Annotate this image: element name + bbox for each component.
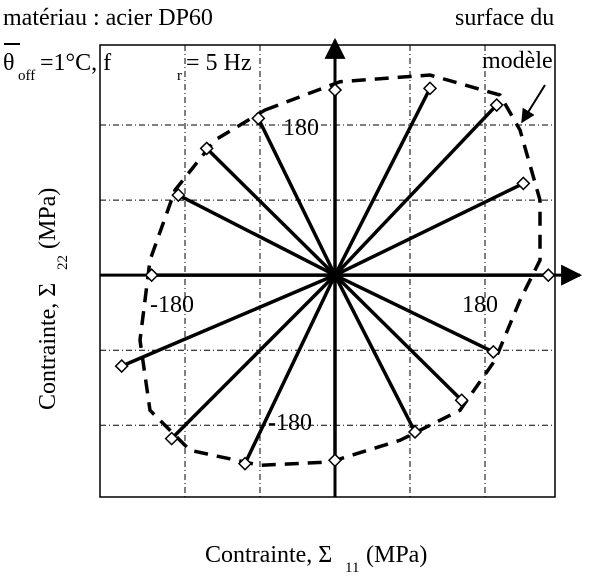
chart-title: matériau : acier DP60 [3, 5, 213, 31]
x-label-sub: 11 [345, 560, 359, 576]
data-point [486, 344, 501, 359]
x-label-unit: (MPa) [366, 542, 427, 568]
y-axis-label: Contrainte, Σ 22 (MPa) [35, 188, 71, 410]
data-point [454, 393, 469, 408]
data-point [327, 453, 343, 468]
surface-label: surface du [455, 5, 554, 31]
data-point [422, 81, 438, 96]
loading-path [120, 273, 336, 368]
axis-annotation: -180 [150, 292, 194, 318]
data-point [327, 82, 343, 98]
subtitle: θ off =1°C, f r = 5 Hz [3, 43, 252, 84]
loading-path [333, 274, 417, 433]
pointer-arrow [521, 84, 546, 124]
loading-path [256, 117, 337, 276]
loading-path [334, 181, 525, 277]
data-point [171, 188, 186, 203]
data-point [164, 431, 179, 446]
data-point [237, 456, 253, 471]
loading-path [333, 87, 432, 276]
subtitle-text: = 5 Hz [186, 50, 252, 76]
data-point [407, 424, 423, 440]
surface-label: modèle [482, 48, 553, 74]
data-point [251, 111, 266, 126]
data-point [114, 359, 129, 374]
loading-path [333, 273, 463, 402]
loading-path [170, 273, 337, 440]
loading-path [205, 147, 337, 277]
subtitle-sub: r [177, 68, 182, 84]
subtitle-theta: θ [3, 50, 15, 76]
data-point [144, 268, 159, 283]
data-point [541, 268, 556, 283]
data-point [489, 97, 504, 113]
data-point [516, 176, 531, 191]
axis-annotation: 180 [283, 115, 319, 141]
axis-annotation: 180 [462, 292, 498, 318]
x-label: Contrainte, Σ [205, 542, 332, 568]
y-label: Contrainte, Σ [35, 283, 61, 410]
loading-path [334, 273, 495, 354]
x-axis-label: Contrainte, Σ 11 (MPa) [205, 542, 427, 576]
y-label-unit: (MPa) [35, 188, 61, 249]
loading-path [333, 103, 498, 277]
data-point [199, 141, 214, 156]
subtitle-sub: off [18, 68, 35, 84]
loading-path [243, 274, 337, 465]
loading-path [177, 193, 336, 277]
axis-annotation: -180 [268, 410, 312, 436]
y-label-sub: 22 [55, 255, 71, 270]
